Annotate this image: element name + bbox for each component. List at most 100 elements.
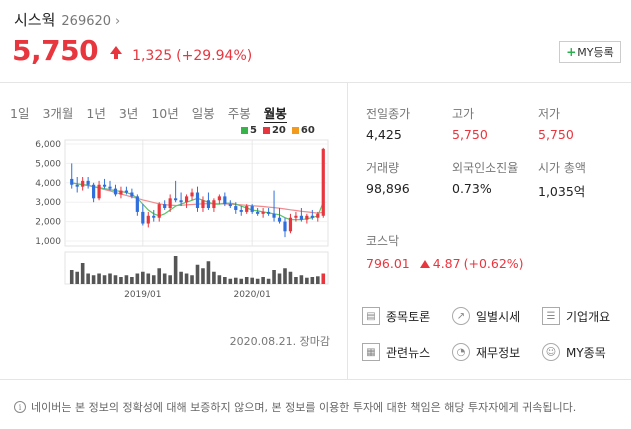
- link-company-overview[interactable]: ☰ 기업개요: [542, 307, 610, 325]
- candle-body: [86, 180, 90, 185]
- volume-bar: [288, 271, 293, 284]
- my-register-button[interactable]: + MY등록: [559, 41, 621, 63]
- candle-body: [316, 213, 320, 218]
- market-index-rate: (+0.62%): [463, 256, 524, 271]
- tab-monthly[interactable]: 월봉: [263, 103, 287, 123]
- tab-10y[interactable]: 10년: [151, 106, 179, 121]
- legend-swatch: [291, 127, 299, 134]
- plus-icon: +: [566, 45, 577, 59]
- candle-body: [135, 196, 139, 212]
- stat-label: 고가: [452, 107, 475, 121]
- arrow-up-icon: [419, 260, 430, 268]
- candle-body: [266, 211, 271, 214]
- candle-body: [250, 206, 254, 212]
- stock-name[interactable]: 시스웍: [14, 11, 56, 29]
- candle-body: [124, 190, 129, 193]
- volume-bar: [91, 275, 96, 284]
- candle-body: [234, 206, 238, 210]
- trend-icon: ↗: [452, 307, 470, 325]
- volume-bar: [157, 268, 162, 284]
- volume-bar: [173, 256, 178, 284]
- volume-bar: [233, 277, 238, 284]
- news-icon: ▦: [362, 343, 380, 361]
- candle-body: [283, 221, 287, 232]
- candle-body: [223, 196, 227, 205]
- candle-body: [256, 211, 260, 214]
- candle-body: [190, 192, 194, 197]
- tab-3m[interactable]: 3개월: [42, 106, 74, 121]
- chart-legend: 5 20 60: [241, 125, 321, 136]
- market-index[interactable]: 코스닥 796.01 4.87 (+0.62%): [366, 232, 524, 271]
- price-change: 1,325: [132, 48, 173, 64]
- stat-value: 5,750: [452, 127, 488, 142]
- candle-body: [206, 200, 211, 209]
- volume-bar: [80, 263, 85, 284]
- volume-bar: [179, 271, 183, 284]
- volume-bar: [162, 273, 167, 284]
- legend-label: 5: [250, 125, 257, 136]
- candle-body: [184, 196, 189, 203]
- legend-label: 20: [271, 125, 286, 136]
- candle-body: [261, 211, 265, 214]
- link-label: 종목토론: [386, 309, 431, 324]
- legend-ma20: 20: [262, 125, 286, 136]
- volume-bar: [190, 275, 194, 284]
- stat-label: 외국인소진율: [452, 161, 519, 175]
- link-related-news[interactable]: ▦ 관련뉴스: [362, 343, 430, 361]
- candle-body: [97, 184, 101, 199]
- volume-bar: [255, 278, 260, 284]
- stat-value: 98,896: [366, 181, 410, 196]
- candle-body: [119, 190, 123, 195]
- link-label: MY종목: [566, 345, 606, 360]
- link-label: 재무정보: [476, 345, 521, 360]
- current-price: 5,750: [12, 34, 99, 67]
- divider: [0, 82, 631, 83]
- link-financial-info[interactable]: ◔ 재무정보: [452, 343, 520, 361]
- chevron-right-icon[interactable]: ›: [115, 14, 121, 29]
- user-icon: ☺: [542, 343, 560, 361]
- candle-body: [305, 215, 309, 220]
- volume-bar: [250, 277, 254, 284]
- link-discussion[interactable]: ▤ 종목토론: [362, 307, 430, 325]
- stat-value: 1,035억: [538, 184, 586, 199]
- volume-bar: [228, 278, 233, 284]
- legend-swatch: [241, 127, 248, 134]
- volume-bar: [305, 277, 309, 284]
- candle-body: [277, 217, 282, 222]
- pie-icon: ◔: [452, 343, 470, 361]
- y-tick-label: 1,000: [35, 237, 61, 247]
- candle-body: [70, 178, 74, 185]
- candle-body: [288, 217, 293, 232]
- stock-chart[interactable]: 6,000 5,000 4,000 3,000 2,000 1,000 2019/01 202…: [20, 138, 340, 308]
- info-icon: i: [14, 401, 26, 413]
- tab-3y[interactable]: 3년: [118, 106, 139, 121]
- arrow-up-icon: [110, 46, 123, 59]
- legend-ma60: 60: [291, 125, 315, 136]
- candle-body: [92, 184, 96, 199]
- tab-1y[interactable]: 1년: [86, 106, 106, 121]
- stat-label: 거래량: [366, 161, 400, 175]
- candle-body: [310, 215, 314, 218]
- y-tick-label: 2,000: [35, 218, 61, 228]
- stat-low: 저가 5,750: [538, 106, 628, 142]
- stat-market-cap: 시가 총액 1,035억: [538, 160, 628, 200]
- volume-bar: [86, 273, 90, 284]
- volume-bar: [201, 268, 205, 284]
- x-tick-label: 2019/01: [124, 290, 161, 300]
- link-daily-price[interactable]: ↗ 일별시세: [452, 307, 520, 325]
- stat-foreign-ratio: 외국인소진율 0.73%: [452, 160, 532, 196]
- plot-frame: [64, 139, 329, 247]
- tab-daily[interactable]: 일봉: [191, 106, 215, 121]
- volume-bar: [315, 276, 320, 284]
- candle-body: [272, 213, 276, 218]
- volume-bar: [321, 273, 326, 284]
- candle-body: [168, 198, 172, 209]
- link-my-stocks[interactable]: ☺ MY종목: [542, 343, 606, 361]
- tab-1d[interactable]: 1일: [10, 106, 30, 121]
- volume-bar: [113, 275, 118, 284]
- candle-body: [108, 186, 112, 189]
- disclaimer-text: 네이버는 본 정보의 정확성에 대해 보증하지 않으며, 본 정보를 이용한 투…: [31, 401, 577, 414]
- tab-weekly[interactable]: 주봉: [227, 106, 251, 121]
- volume-bar: [206, 261, 211, 284]
- candle-body: [130, 192, 134, 197]
